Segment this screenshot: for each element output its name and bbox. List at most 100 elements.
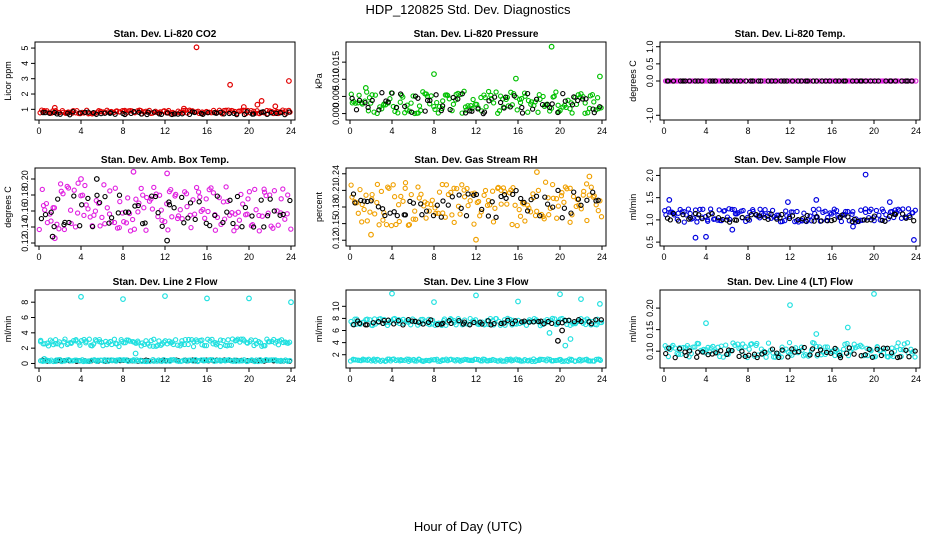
data-point	[171, 205, 177, 211]
data-point	[409, 109, 415, 115]
data-point	[504, 315, 511, 322]
data-point	[225, 337, 231, 343]
data-point	[385, 317, 391, 323]
data-point	[842, 78, 849, 84]
x-tick-label: 24	[286, 252, 296, 262]
data-point	[462, 356, 468, 363]
outlier-point	[729, 226, 736, 233]
data-point	[462, 110, 469, 116]
data-point	[48, 209, 54, 215]
data-point	[549, 320, 555, 327]
data-point	[817, 347, 824, 353]
data-point	[214, 357, 220, 364]
data-point	[393, 104, 400, 111]
data-point	[778, 78, 784, 84]
data-point	[158, 111, 165, 118]
data-point	[61, 339, 67, 345]
data-point	[880, 208, 886, 215]
data-point	[46, 110, 53, 116]
data-point	[400, 198, 406, 204]
data-point	[256, 228, 262, 234]
data-point	[465, 191, 471, 197]
data-point	[739, 214, 745, 221]
data-point	[361, 198, 367, 204]
data-point	[531, 319, 537, 325]
data-point	[510, 191, 516, 198]
data-point	[828, 217, 835, 224]
series-1	[36, 168, 294, 242]
data-point	[555, 109, 561, 116]
outlier-point	[555, 337, 561, 344]
data-point	[497, 99, 504, 106]
data-point	[226, 342, 232, 348]
data-point	[118, 357, 125, 363]
data-point	[529, 106, 536, 112]
data-point	[573, 203, 579, 210]
data-point	[102, 110, 108, 116]
data-point	[558, 193, 565, 199]
data-point	[376, 222, 382, 228]
data-point	[512, 318, 519, 324]
data-point	[399, 357, 405, 364]
outlier-point	[204, 295, 210, 302]
y-tick-label: 2.0	[645, 169, 655, 182]
data-point	[571, 189, 577, 195]
x-tick-label: 8	[745, 252, 750, 262]
data-point	[205, 208, 211, 215]
data-point	[900, 347, 906, 353]
data-point	[267, 196, 273, 202]
data-point	[473, 191, 480, 198]
x-tick-label: 12	[785, 126, 795, 136]
outlier-point	[692, 234, 699, 241]
data-point	[571, 94, 577, 100]
data-point	[521, 318, 527, 324]
data-point	[379, 90, 385, 96]
series-1	[37, 293, 294, 362]
outlier-point	[431, 71, 437, 77]
data-point	[710, 343, 716, 350]
plot-frame	[345, 167, 607, 247]
x-tick-label: 8	[120, 252, 125, 262]
data-point	[776, 354, 782, 361]
data-point	[886, 213, 893, 220]
outlier-point	[78, 293, 84, 300]
outlier-point	[787, 302, 793, 309]
data-point	[358, 197, 364, 204]
data-point	[418, 107, 424, 114]
data-point	[566, 317, 572, 323]
data-point	[395, 202, 402, 208]
data-point	[739, 348, 745, 354]
data-point	[521, 90, 528, 96]
data-point	[514, 222, 520, 229]
data-point	[431, 103, 437, 110]
data-point	[55, 196, 61, 202]
outlier-point	[120, 296, 126, 303]
data-point	[191, 109, 198, 116]
x-tick-label: 24	[597, 126, 607, 136]
data-point	[270, 225, 276, 231]
data-point	[746, 352, 752, 358]
y-tick-label: 0.000	[331, 102, 341, 125]
data-point	[723, 78, 729, 84]
data-point	[894, 354, 901, 361]
data-point	[264, 213, 271, 219]
y-tick-label: 0.015	[331, 51, 341, 74]
data-point	[537, 96, 543, 102]
data-point	[463, 213, 470, 219]
data-point	[781, 78, 787, 84]
data-point	[722, 207, 728, 214]
data-point	[822, 344, 828, 350]
data-point	[765, 78, 771, 84]
data-point	[367, 209, 373, 215]
x-tick-label: 0	[661, 126, 666, 136]
x-tick-label: 20	[869, 126, 879, 136]
data-point	[135, 358, 141, 364]
data-point	[811, 218, 817, 224]
data-point	[348, 91, 354, 97]
data-point	[541, 321, 547, 327]
data-point	[148, 337, 154, 344]
data-point	[244, 109, 250, 115]
series-2	[40, 109, 292, 118]
data-point	[406, 221, 413, 228]
data-point	[489, 199, 495, 205]
